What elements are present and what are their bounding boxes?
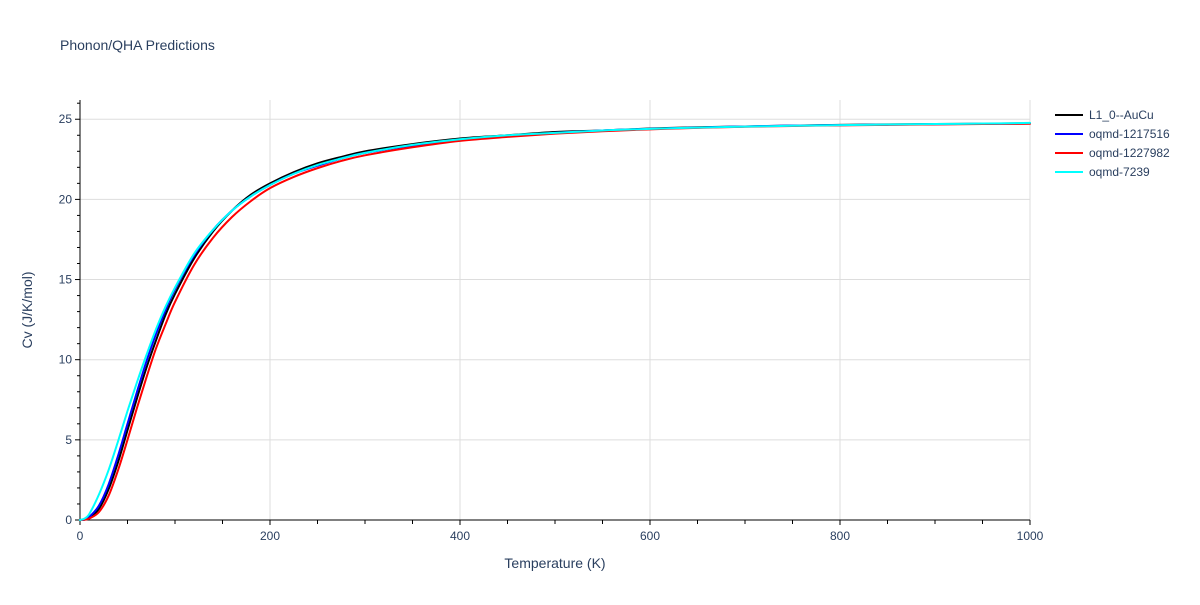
x-tick-label: 200 xyxy=(260,529,280,543)
x-axis-title: Temperature (K) xyxy=(504,555,605,571)
series-line-oqmd-1217516 xyxy=(79,122,1031,521)
legend[interactable]: L1_0--AuCu oqmd-1217516 oqmd-1227982 oqmd-7… xyxy=(1055,108,1170,179)
series-line-oqmd-7239 xyxy=(79,121,1031,521)
x-axis-tick-labels: 0 200 400 600 800 1000 xyxy=(77,529,1044,543)
legend-label: oqmd-7239 xyxy=(1089,165,1150,179)
chart-title: Phonon/QHA Predictions xyxy=(60,37,215,53)
series-line-oqmd-1227982 xyxy=(79,122,1031,521)
y-tick-label: 25 xyxy=(59,112,73,126)
x-tick-label: 600 xyxy=(640,529,660,543)
x-tick-label: 400 xyxy=(450,529,470,543)
axes xyxy=(75,100,1031,525)
x-tick-label: 1000 xyxy=(1017,529,1044,543)
y-axis-title: Cv (J/K/mol) xyxy=(19,272,35,349)
x-tick-label: 800 xyxy=(830,529,850,543)
y-tick-label: 0 xyxy=(65,513,72,527)
x-tick-label: 0 xyxy=(77,529,84,543)
legend-item-oqmd-7239[interactable]: oqmd-7239 xyxy=(1055,165,1150,179)
legend-label: L1_0--AuCu xyxy=(1089,108,1154,122)
y-tick-label: 15 xyxy=(59,273,73,287)
y-tick-label: 5 xyxy=(65,433,72,447)
legend-item-oqmd-1217516[interactable]: oqmd-1217516 xyxy=(1055,127,1170,141)
y-tick-label: 10 xyxy=(59,353,73,367)
series-lines xyxy=(79,121,1031,521)
y-tick-label: 20 xyxy=(59,192,73,206)
legend-item-oqmd-1227982[interactable]: oqmd-1227982 xyxy=(1055,146,1170,160)
series-line-l1-0-aucu xyxy=(79,122,1031,521)
y-axis-tick-labels: 0 5 10 15 20 25 xyxy=(59,112,73,527)
legend-item-l1-0-aucu[interactable]: L1_0--AuCu xyxy=(1055,108,1154,122)
grid xyxy=(80,100,1031,520)
legend-label: oqmd-1227982 xyxy=(1089,146,1170,160)
legend-label: oqmd-1217516 xyxy=(1089,127,1170,141)
